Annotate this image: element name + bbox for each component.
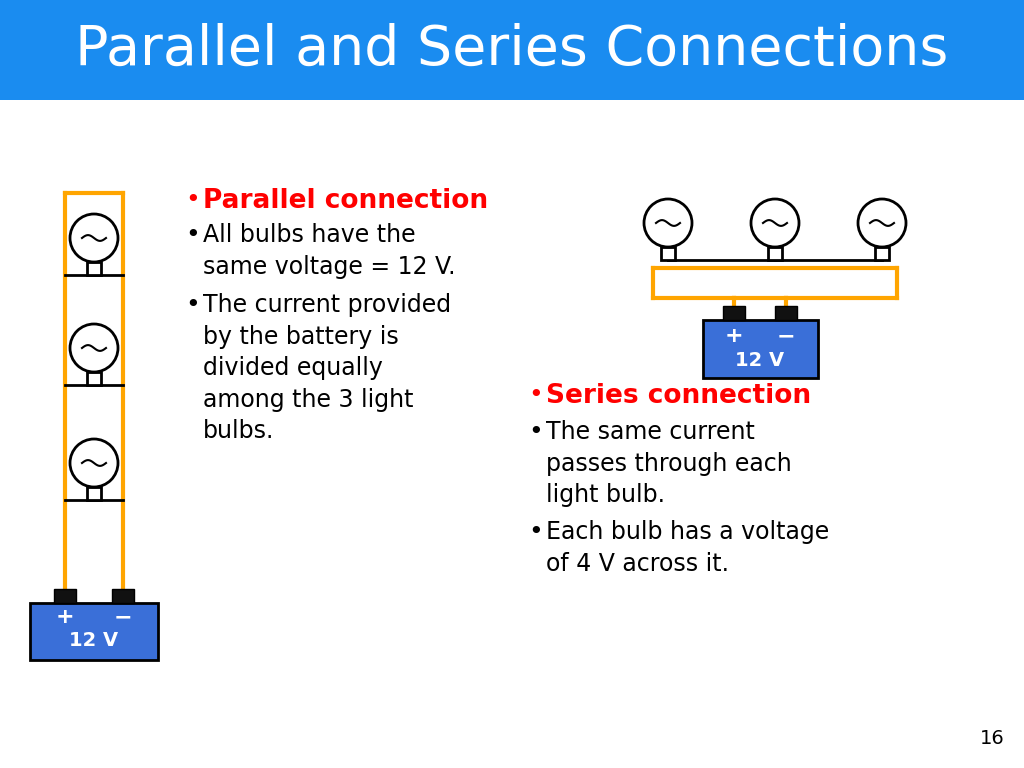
Text: •: • bbox=[185, 188, 200, 212]
Circle shape bbox=[644, 199, 692, 247]
Circle shape bbox=[70, 439, 118, 487]
Bar bbox=[113, 589, 134, 603]
Text: Parallel connection: Parallel connection bbox=[203, 188, 488, 214]
Circle shape bbox=[70, 214, 118, 262]
Bar bbox=[702, 320, 817, 378]
Circle shape bbox=[858, 199, 906, 247]
Text: The same current
passes through each
light bulb.: The same current passes through each lig… bbox=[546, 420, 792, 507]
Bar bbox=[876, 247, 889, 260]
Circle shape bbox=[751, 199, 799, 247]
Text: •: • bbox=[528, 520, 543, 544]
Text: −: − bbox=[777, 326, 796, 346]
Text: •: • bbox=[528, 420, 543, 444]
Bar bbox=[662, 247, 675, 260]
Text: Parallel and Series Connections: Parallel and Series Connections bbox=[76, 23, 948, 77]
Text: •: • bbox=[528, 383, 543, 407]
Text: +: + bbox=[724, 326, 742, 346]
Bar bbox=[775, 306, 798, 320]
Text: −: − bbox=[114, 607, 133, 627]
Text: •: • bbox=[185, 223, 200, 247]
Text: 12 V: 12 V bbox=[735, 350, 784, 369]
Text: Each bulb has a voltage
of 4 V across it.: Each bulb has a voltage of 4 V across it… bbox=[546, 520, 829, 575]
Text: Series connection: Series connection bbox=[546, 383, 811, 409]
Bar bbox=[768, 247, 781, 260]
Bar bbox=[87, 262, 100, 275]
Text: •: • bbox=[185, 293, 200, 317]
Bar bbox=[87, 487, 100, 500]
Text: 16: 16 bbox=[980, 729, 1005, 748]
Bar bbox=[0, 0, 1024, 100]
Text: 12 V: 12 V bbox=[70, 631, 119, 650]
Text: +: + bbox=[55, 607, 74, 627]
Bar bbox=[723, 306, 744, 320]
Text: The current provided
by the battery is
divided equally
among the 3 light
bulbs.: The current provided by the battery is d… bbox=[203, 293, 452, 443]
Bar bbox=[87, 372, 100, 386]
Circle shape bbox=[70, 324, 118, 372]
Text: All bulbs have the
same voltage = 12 V.: All bulbs have the same voltage = 12 V. bbox=[203, 223, 456, 279]
Bar bbox=[30, 603, 158, 660]
Bar bbox=[53, 589, 76, 603]
